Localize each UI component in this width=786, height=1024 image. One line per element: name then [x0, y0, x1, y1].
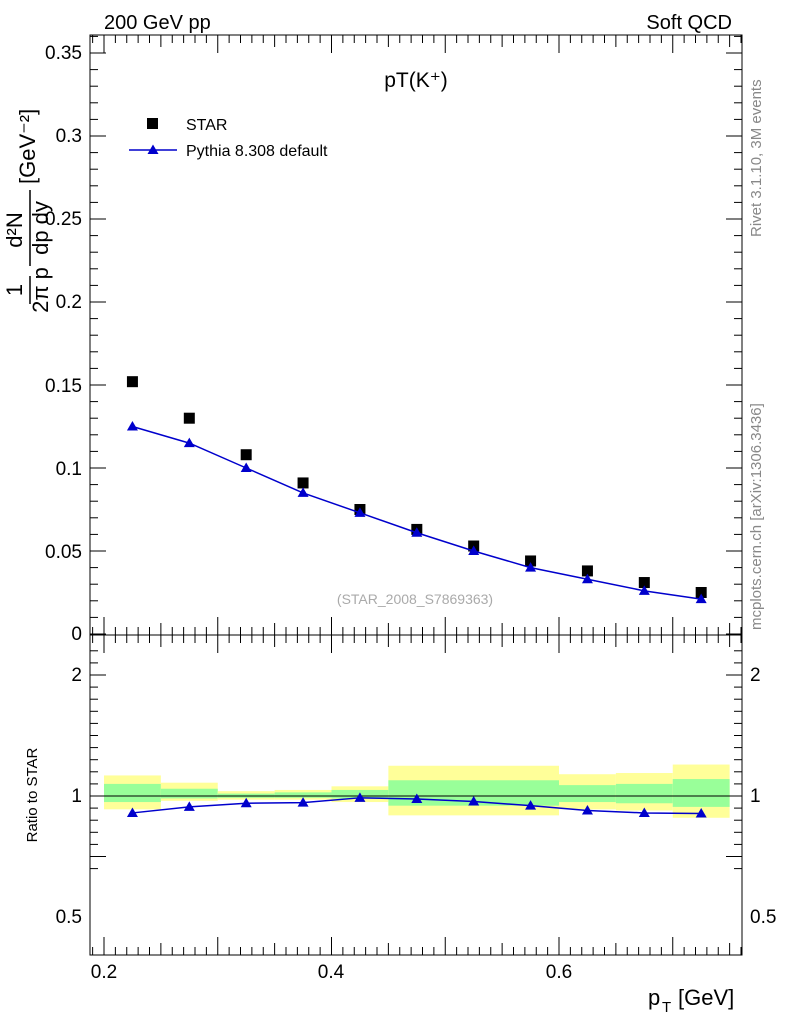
y-label-two-pi-p: 2π p: [28, 267, 53, 313]
ratio-panel: 0.5 1 2 0.5 1 2 Ratio to STAR 0.2 0.4 0.…: [24, 634, 776, 1016]
y-tick-label-5: 0.25: [45, 209, 82, 230]
pythia-ratio-point: [468, 795, 480, 806]
main-series-layer: [126, 376, 707, 604]
star-data-point: [638, 577, 650, 589]
pythia-data-point: [240, 462, 252, 472]
pythia-data-point: [525, 562, 537, 572]
main-panel-ticks: [90, 35, 742, 635]
ratio-y-tick-label-2: 2: [71, 665, 82, 686]
y-label-unit: [GeV⁻²]: [15, 109, 40, 184]
pythia-ratio-point: [695, 808, 707, 818]
y-label-one: 1: [2, 284, 27, 296]
x-tick-label-0p4: 0.4: [318, 962, 345, 983]
ratio-band-inner: [274, 792, 332, 798]
pythia-data-point: [468, 545, 480, 555]
main-y-axis-label: 1 2π p d²N dp dy [GeV⁻²]: [2, 109, 53, 313]
pythia-ratio-point: [354, 792, 366, 802]
ratio-band-inner: [615, 783, 673, 804]
ratio-y-tick-label-1-right: 1: [750, 786, 761, 807]
y-tick-label-3: 0.15: [45, 376, 82, 397]
mcplots-label: mcplots.cern.ch [arXiv:1306.3436]: [748, 403, 765, 630]
pythia-ratio-point: [411, 793, 423, 804]
ratio-y-axis-label: Ratio to STAR: [24, 747, 41, 842]
pythia-data-point: [581, 573, 593, 584]
legend-pythia-marker: [147, 144, 159, 154]
ratio-y-tick-label-1: 1: [71, 786, 82, 807]
y-label-d2n: d²N: [2, 212, 27, 247]
pythia-data-point: [126, 421, 138, 431]
legend: STAR Pythia 8.308 default: [129, 117, 328, 160]
ratio-panel-ticks: [90, 635, 742, 955]
star-data-point: [297, 477, 309, 489]
ratio-panel-frame: [89, 634, 743, 956]
pythia-data-point: [411, 527, 423, 537]
x-tick-label-0p6: 0.6: [546, 962, 572, 983]
star-data-point: [126, 376, 138, 388]
ratio-band-inner: [559, 785, 616, 803]
y-tick-label-0: 0: [71, 624, 82, 645]
pythia-ratio-point: [638, 807, 650, 817]
pythia-ratio-point: [297, 797, 309, 807]
x-axis-label: p T [GeV]: [648, 985, 734, 1016]
pythia-data-point: [297, 487, 309, 497]
pythia-data-point: [354, 507, 366, 517]
pythia-data-point: [638, 585, 650, 595]
main-y-tick-labels: 0 0.05 0.1 0.15 0.2 0.25 0.3 0.35: [45, 43, 82, 645]
main-panel-title: pT(K⁺): [384, 69, 448, 92]
pythia-ratio-point: [183, 801, 195, 811]
ratio-uncertainty-bands: [104, 764, 730, 818]
pythia-line: [132, 425, 702, 600]
star-data-point: [183, 412, 195, 424]
legend-pythia-label: Pythia 8.308 default: [186, 143, 328, 160]
pythia-ratio-point: [240, 797, 252, 808]
x-tick-label-0p2: 0.2: [91, 962, 117, 983]
pythia-ratio-point: [581, 805, 593, 815]
y-tick-label-7: 0.35: [45, 43, 82, 64]
star-data-point: [240, 449, 252, 461]
legend-star-label: STAR: [186, 117, 227, 134]
pythia-ratio-point: [126, 807, 138, 817]
x-label-p: p: [648, 985, 660, 1010]
y-tick-label-6: 0.3: [56, 126, 82, 147]
y-label-dpt-dy: dp dy: [28, 201, 53, 255]
star-data-point: [581, 565, 593, 577]
star-data-point: [525, 555, 537, 567]
ratio-band-inner: [160, 788, 218, 799]
ratio-band-inner: [104, 783, 161, 803]
y-tick-label-2: 0.1: [56, 459, 82, 480]
main-panel: 0 0.05 0.1 0.15 0.2 0.25 0.3 0.35 1 2π p…: [2, 34, 743, 645]
y-tick-label-1: 0.05: [45, 542, 82, 563]
x-label-unit: [GeV]: [678, 985, 734, 1010]
ratio-series-layer: [126, 792, 707, 818]
ratio-y-tick-label-2-right: 2: [750, 665, 761, 686]
star-data-point: [695, 587, 707, 598]
ratio-y-tick-label-0p5-right: 0.5: [750, 907, 776, 928]
ratio-band-inner: [672, 779, 730, 807]
header-left-label: 200 GeV pp: [104, 12, 211, 34]
ratio-y-tick-label-0p5: 0.5: [56, 907, 82, 928]
pythia-ratio-point: [525, 800, 537, 810]
legend-star-marker: [147, 118, 158, 129]
analysis-id-watermark: (STAR_2008_S7869363): [337, 591, 493, 607]
rivet-version-label: Rivet 3.1.10, 3M events: [748, 79, 765, 237]
y-tick-label-4: 0.2: [56, 292, 82, 313]
header-right-label: Soft QCD: [646, 12, 732, 34]
pythia-data-point: [183, 437, 195, 448]
pythia-data-point: [695, 593, 707, 604]
x-label-subscript: T: [662, 999, 671, 1016]
